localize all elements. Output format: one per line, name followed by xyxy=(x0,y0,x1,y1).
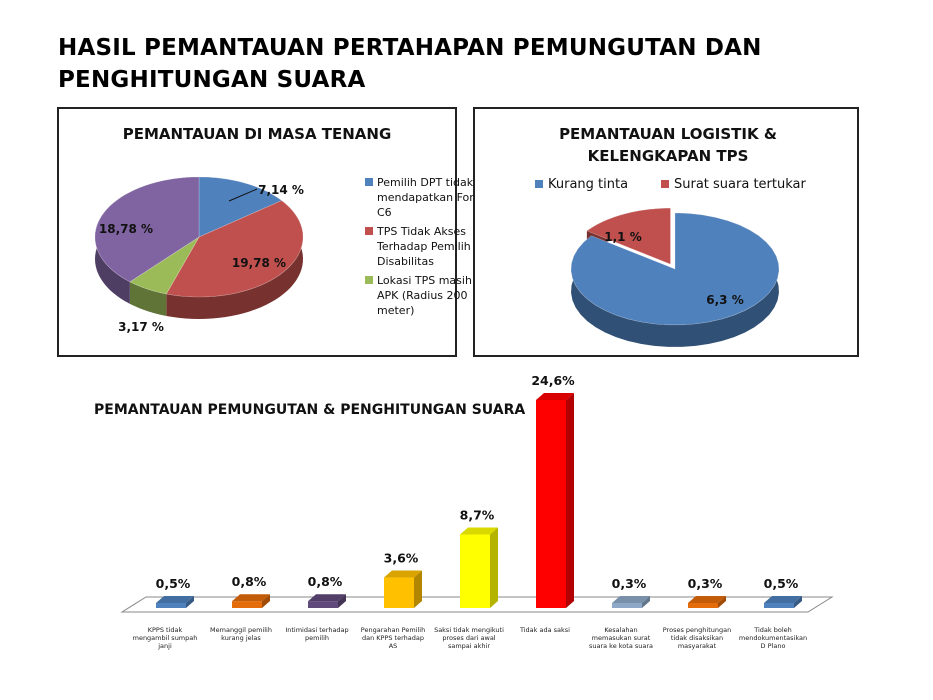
bar-category-label-8: Proses penghitungan tidak disaksikan mas… xyxy=(662,626,732,650)
bar-front xyxy=(232,601,262,608)
bar-front xyxy=(308,601,338,608)
pie2-chart: 6,3 % 1,1 % xyxy=(570,207,780,347)
pie2-legend-swatch-2 xyxy=(661,180,669,188)
bar-value-label-3: 0,8% xyxy=(308,574,343,589)
pie1-legend-label-2: TPS Tidak Akses Terhadap Pemilih Disabil… xyxy=(377,225,471,268)
bar-7 xyxy=(612,596,650,608)
bar-5 xyxy=(460,527,498,608)
pie-slice-3 xyxy=(129,236,200,295)
bar-chart-title: PEMANTAUAN PEMUNGUTAN & PENGHITUNGAN SUA… xyxy=(94,402,526,418)
bar-side xyxy=(262,594,270,608)
pie-slice-2 xyxy=(586,207,671,265)
pie1-legend-swatch-3 xyxy=(365,276,373,284)
bar-value-label-4: 3,6% xyxy=(384,551,419,566)
bar-top xyxy=(688,596,726,603)
pie2-title: PEMANTAUAN LOGISTIK & KELENGKAPAN TPS xyxy=(559,125,777,165)
pie-value-label-3: 3,17 % xyxy=(118,320,164,334)
pie-value-label-2: 19,78 % xyxy=(232,256,286,270)
bar-8 xyxy=(688,596,726,608)
bar-3 xyxy=(308,594,346,608)
pie2-legend-label-2: Surat suara tertukar xyxy=(674,177,806,192)
bar-category-label-6: Tidak ada saksi xyxy=(519,626,570,634)
bar-value-label-8: 0,3% xyxy=(688,576,723,591)
bar-side xyxy=(490,527,498,608)
bar-side xyxy=(794,596,802,608)
bar-front xyxy=(460,534,490,608)
pie1-legend-item-3: Lokasi TPS masih ada APK (Radius 200 met… xyxy=(365,273,502,318)
bar-category-label-1: KPPS tidak mengambil sumpah janji xyxy=(132,626,198,650)
pie-value-label-1: 7,14 % xyxy=(258,183,304,197)
pie-slice-4 xyxy=(94,176,200,283)
bar-value-label-2: 0,8% xyxy=(232,574,267,589)
bar-6 xyxy=(536,393,574,608)
bar-top xyxy=(232,594,270,602)
bar-top xyxy=(612,596,650,603)
bar-side xyxy=(338,594,346,608)
bar-4 xyxy=(384,570,422,608)
bar-category-label-5: Saksi tidak mengikuti proses dari awal s… xyxy=(434,626,504,650)
bar-top xyxy=(384,570,422,578)
bar-front xyxy=(688,603,718,608)
bar-9 xyxy=(764,596,802,608)
pie1-legend-swatch-2 xyxy=(365,227,373,235)
bar-top xyxy=(156,596,194,603)
bar-value-label-9: 0,5% xyxy=(764,576,799,591)
bar-side xyxy=(718,596,726,608)
bar-side xyxy=(642,596,650,608)
bar-category-label-2: Memanggil pemilih kurang jelas xyxy=(210,626,272,642)
bar-category-label-7: Kesalahan memasukan surat suara ke kota … xyxy=(588,626,654,650)
pie1-legend-item-2: TPS Tidak Akses Terhadap Pemilih Disabil… xyxy=(365,224,502,269)
pie1-legend-label-1: Pemilih DPT tidak mendapatkan Form C6 xyxy=(377,176,485,219)
bar-front xyxy=(536,400,566,608)
bar-top xyxy=(460,527,498,535)
bar-chart-floor xyxy=(120,596,834,613)
pie2-legend-item-1: Kurang tinta xyxy=(535,177,628,192)
pie1-title: PEMANTAUAN DI MASA TENANG xyxy=(122,125,392,143)
bar-side xyxy=(566,393,574,608)
pie2-legend-swatch-1 xyxy=(535,180,543,188)
bar-value-label-5: 8,7% xyxy=(460,507,495,522)
bar-front xyxy=(764,603,794,608)
bar-value-label-7: 0,3% xyxy=(612,576,647,591)
pie-value-label-2: 1,1 % xyxy=(604,230,641,244)
bar-category-label-9: Tidak boleh mendokumentasikan D Plano xyxy=(738,626,808,650)
bar-front xyxy=(612,603,642,608)
bar-top xyxy=(764,596,802,603)
pie1-leader-line xyxy=(228,188,258,202)
bar-category-label-3: Intimidasi terhadap pemilih xyxy=(285,626,349,642)
page-title: HASIL PEMANTAUAN PERTAHAPAN PEMUNGUTAN D… xyxy=(58,35,762,93)
pie-slice-1 xyxy=(198,176,283,238)
pie-value-label-1: 6,3 % xyxy=(706,293,743,307)
bar-1 xyxy=(156,596,194,608)
bar-2 xyxy=(232,594,270,608)
bar-side xyxy=(414,570,422,608)
bar-category-label-4: Pengarahan Pemilih dan KPPS terhadap AS xyxy=(360,626,426,650)
bar-value-label-1: 0,5% xyxy=(156,576,191,591)
pie1-legend-label-3: Lokasi TPS masih ada APK (Radius 200 met… xyxy=(377,274,496,317)
pie-panel-logistik: PEMANTAUAN LOGISTIK & KELENGKAPAN TPS Ku… xyxy=(473,107,859,357)
pie-slice-side xyxy=(166,200,303,319)
pie-slice-1 xyxy=(570,212,780,326)
pie-value-label-4: 18,78 % xyxy=(99,222,153,236)
pie1-chart: 7,14 % 19,78 % 3,17 % 18,78 % xyxy=(94,176,304,334)
pie-slice-2 xyxy=(165,200,304,298)
bar-side xyxy=(186,596,194,608)
bar-value-label-6: 24,6% xyxy=(531,373,575,388)
bar-top xyxy=(536,393,574,400)
pie2-legend-label-1: Kurang tinta xyxy=(548,177,629,192)
pie2-legend-item-2: Surat suara tertukar xyxy=(661,177,806,192)
pie1-legend-item-1: Pemilih DPT tidak mendapatkan Form C6 xyxy=(365,175,502,220)
bar-front xyxy=(156,603,186,608)
pie1-legend-swatch-1 xyxy=(365,178,373,186)
pie-slice-side xyxy=(129,281,167,316)
pie-panel-masa-tenang: PEMANTAUAN DI MASA TENANG 7,14 % 19,78 % 3… xyxy=(57,107,496,357)
bar-top xyxy=(308,594,346,602)
bar-front xyxy=(384,577,414,608)
